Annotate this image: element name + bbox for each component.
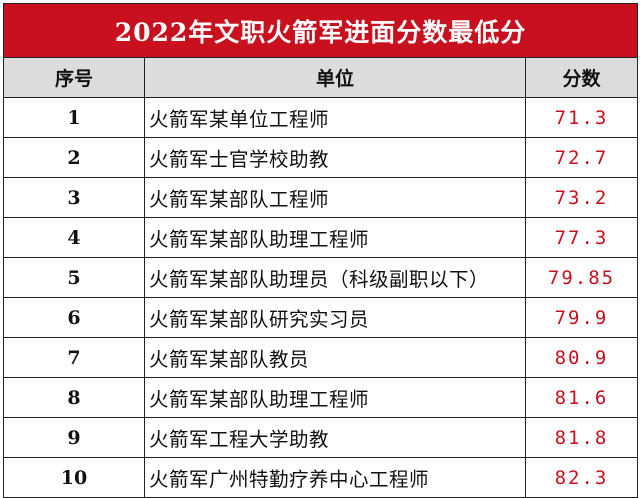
row-index: 1 bbox=[3, 97, 145, 138]
table-row: 3 火箭军某部队工程师 73.2 bbox=[3, 177, 638, 218]
table-row: 9 火箭军工程大学助教 81.8 bbox=[3, 417, 638, 458]
row-score: 77.3 bbox=[525, 217, 638, 258]
row-unit: 火箭军某部队教员 bbox=[144, 337, 526, 378]
row-index: 5 bbox=[3, 257, 145, 298]
row-unit: 火箭军工程大学助教 bbox=[144, 417, 526, 458]
table-title: 2022年文职火箭军进面分数最低分 bbox=[3, 3, 638, 58]
row-index: 9 bbox=[3, 417, 145, 458]
row-score: 71.3 bbox=[525, 97, 638, 138]
row-unit: 火箭军某单位工程师 bbox=[144, 97, 526, 138]
row-index: 10 bbox=[3, 457, 145, 498]
row-score: 81.6 bbox=[525, 377, 638, 418]
row-index: 8 bbox=[3, 377, 145, 418]
row-unit: 火箭军士官学校助教 bbox=[144, 137, 526, 178]
table-row: 1 火箭军某单位工程师 71.3 bbox=[3, 97, 638, 138]
table-row: 10 火箭军广州特勤疗养中心工程师 82.3 bbox=[3, 457, 638, 498]
header-score: 分数 bbox=[525, 57, 638, 98]
table-row: 7 火箭军某部队教员 80.9 bbox=[3, 337, 638, 378]
row-score: 73.2 bbox=[525, 177, 638, 218]
row-score: 72.7 bbox=[525, 137, 638, 178]
row-unit: 火箭军某部队工程师 bbox=[144, 177, 526, 218]
table-row: 8 火箭军某部队助理工程师 81.6 bbox=[3, 377, 638, 418]
row-index: 6 bbox=[3, 297, 145, 338]
table-row: 2 火箭军士官学校助教 72.7 bbox=[3, 137, 638, 178]
title-row: 2022年文职火箭军进面分数最低分 bbox=[3, 3, 638, 58]
row-index: 7 bbox=[3, 337, 145, 378]
row-score: 81.8 bbox=[525, 417, 638, 458]
table-row: 4 火箭军某部队助理工程师 77.3 bbox=[3, 217, 638, 258]
header-unit: 单位 bbox=[144, 57, 526, 98]
row-index: 2 bbox=[3, 137, 145, 178]
table-row: 5 火箭军某部队助理员（科级副职以下） 79.85 bbox=[3, 257, 638, 298]
score-table: 2022年文职火箭军进面分数最低分 序号 单位 分数 1 火箭军某单位工程师 7… bbox=[3, 3, 638, 498]
row-unit: 火箭军广州特勤疗养中心工程师 bbox=[144, 457, 526, 498]
row-unit: 火箭军某部队助理工程师 bbox=[144, 217, 526, 258]
row-index: 3 bbox=[3, 177, 145, 218]
header-index: 序号 bbox=[3, 57, 145, 98]
row-unit: 火箭军某部队助理工程师 bbox=[144, 377, 526, 418]
header-row: 序号 单位 分数 bbox=[3, 57, 638, 98]
table-row: 6 火箭军某部队研究实习员 79.9 bbox=[3, 297, 638, 338]
row-score: 79.85 bbox=[525, 257, 638, 298]
row-unit: 火箭军某部队研究实习员 bbox=[144, 297, 526, 338]
row-score: 79.9 bbox=[525, 297, 638, 338]
row-index: 4 bbox=[3, 217, 145, 258]
row-unit: 火箭军某部队助理员（科级副职以下） bbox=[144, 257, 526, 298]
row-score: 80.9 bbox=[525, 337, 638, 378]
